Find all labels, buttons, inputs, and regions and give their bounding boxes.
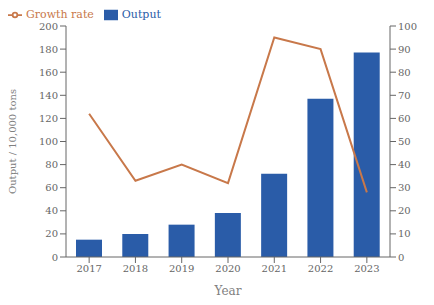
svg-text:2022: 2022: [308, 263, 333, 274]
svg-text:90: 90: [398, 44, 411, 55]
svg-text:Output / 10,000 tons: Output / 10,000 tons: [8, 89, 18, 194]
svg-text:60: 60: [45, 182, 58, 193]
svg-text:50: 50: [398, 136, 411, 147]
svg-text:200: 200: [39, 21, 58, 32]
svg-text:180: 180: [39, 44, 58, 55]
svg-text:160: 160: [39, 67, 58, 78]
html-text:Growth rate: Growth rate: [26, 8, 94, 21]
svg-text:0: 0: [52, 252, 58, 263]
svg-text:0: 0: [398, 252, 404, 263]
svg-text:140: 140: [39, 90, 58, 101]
svg-text:2023: 2023: [354, 263, 379, 274]
svg-text:100: 100: [398, 21, 417, 32]
svg-text:10: 10: [398, 228, 411, 239]
svg-text:40: 40: [398, 159, 411, 170]
svg-text:2020: 2020: [215, 263, 240, 274]
svg-text:20: 20: [398, 205, 411, 216]
svg-text:20: 20: [45, 228, 58, 239]
svg-text:2019: 2019: [169, 263, 194, 274]
svg-text:40: 40: [45, 205, 58, 216]
svg-text:80: 80: [45, 159, 58, 170]
svg-text:2021: 2021: [262, 263, 287, 274]
svg-text:100: 100: [39, 136, 58, 147]
svg-text:2017: 2017: [76, 263, 101, 274]
svg-text:30: 30: [398, 182, 411, 193]
svg-text:70: 70: [398, 90, 411, 101]
svg-text:120: 120: [39, 113, 58, 124]
svg-text:Year: Year: [214, 284, 242, 298]
svg-text:60: 60: [398, 113, 411, 124]
svg-text:2018: 2018: [123, 263, 148, 274]
svg-text:80: 80: [398, 67, 411, 78]
html-text:Output: Output: [121, 8, 161, 21]
